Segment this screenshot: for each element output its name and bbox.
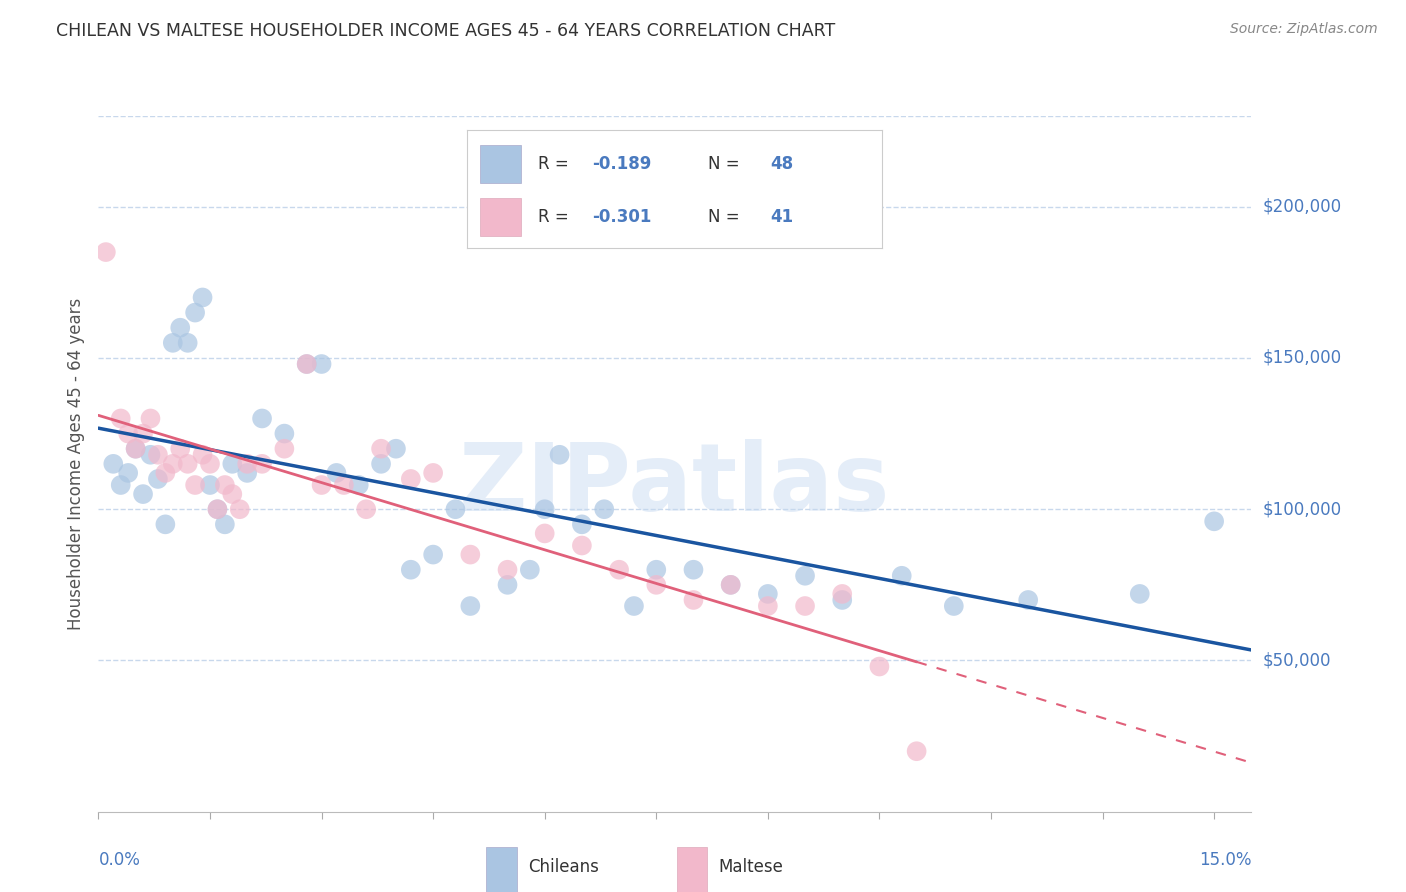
Point [169, 442, 191, 456]
Point [756, 587, 779, 601]
Point [146, 472, 169, 486]
Point [139, 448, 162, 462]
Point [607, 563, 630, 577]
Point [422, 466, 444, 480]
Point [236, 457, 259, 471]
Point [132, 487, 155, 501]
Point [720, 578, 742, 592]
Point [273, 426, 295, 441]
Point [720, 578, 742, 592]
Point [460, 548, 482, 562]
Point [132, 426, 155, 441]
Point [176, 335, 198, 350]
Point [571, 517, 593, 532]
Point [94, 245, 117, 260]
Point [354, 502, 377, 516]
Point [214, 517, 236, 532]
Point [645, 578, 668, 592]
Text: $100,000: $100,000 [1263, 500, 1341, 518]
Point [682, 563, 704, 577]
Point [593, 502, 616, 516]
Point [155, 466, 177, 480]
Point [103, 457, 125, 471]
Point [155, 517, 177, 532]
Point [496, 563, 519, 577]
Point [184, 478, 207, 492]
Point [890, 568, 912, 582]
Point [571, 539, 593, 553]
Point [295, 357, 318, 371]
Point [325, 466, 347, 480]
Text: ZIPatlas: ZIPatlas [460, 439, 890, 531]
Point [221, 457, 243, 471]
Point [207, 502, 229, 516]
Point [311, 478, 333, 492]
Point [236, 466, 259, 480]
Point [221, 487, 243, 501]
Text: $200,000: $200,000 [1263, 198, 1341, 216]
Point [422, 548, 444, 562]
Point [794, 599, 817, 613]
Point [273, 442, 295, 456]
Y-axis label: Householder Income Ages 45 - 64 years: Householder Income Ages 45 - 64 years [67, 298, 86, 630]
Point [385, 442, 408, 456]
Point [533, 526, 555, 541]
Point [191, 448, 214, 462]
Point [399, 563, 422, 577]
Point [207, 502, 229, 516]
Point [198, 457, 221, 471]
Point [124, 442, 146, 456]
Point [682, 593, 704, 607]
Point [117, 426, 139, 441]
Point [117, 466, 139, 480]
Point [176, 457, 198, 471]
Point [250, 411, 273, 425]
Point [496, 578, 519, 592]
Point [942, 599, 965, 613]
Point [311, 357, 333, 371]
Point [333, 478, 356, 492]
Point [146, 448, 169, 462]
Point [444, 502, 467, 516]
Point [905, 744, 928, 758]
Point [1204, 514, 1226, 528]
Point [191, 290, 214, 304]
Point [460, 599, 482, 613]
Text: Source: ZipAtlas.com: Source: ZipAtlas.com [1230, 22, 1378, 37]
Point [229, 502, 252, 516]
Point [1129, 587, 1152, 601]
Point [831, 593, 853, 607]
Text: $50,000: $50,000 [1263, 651, 1331, 670]
Point [162, 335, 184, 350]
Point [533, 502, 555, 516]
Text: $150,000: $150,000 [1263, 349, 1341, 367]
Point [162, 457, 184, 471]
Text: CHILEAN VS MALTESE HOUSEHOLDER INCOME AGES 45 - 64 YEARS CORRELATION CHART: CHILEAN VS MALTESE HOUSEHOLDER INCOME AG… [56, 22, 835, 40]
Point [198, 478, 221, 492]
Point [139, 411, 162, 425]
Point [794, 568, 817, 582]
Point [347, 478, 370, 492]
Point [756, 599, 779, 613]
Text: 15.0%: 15.0% [1199, 851, 1251, 869]
Point [831, 587, 853, 601]
Point [110, 411, 132, 425]
Point [110, 478, 132, 492]
Point [295, 357, 318, 371]
Point [623, 599, 645, 613]
Point [868, 659, 890, 673]
Point [169, 320, 191, 334]
Point [250, 457, 273, 471]
Point [548, 448, 571, 462]
Point [1017, 593, 1039, 607]
Point [645, 563, 668, 577]
Point [399, 472, 422, 486]
Point [124, 442, 146, 456]
Point [519, 563, 541, 577]
Point [370, 457, 392, 471]
Point [184, 305, 207, 319]
Text: 0.0%: 0.0% [98, 851, 141, 869]
Point [214, 478, 236, 492]
Point [370, 442, 392, 456]
